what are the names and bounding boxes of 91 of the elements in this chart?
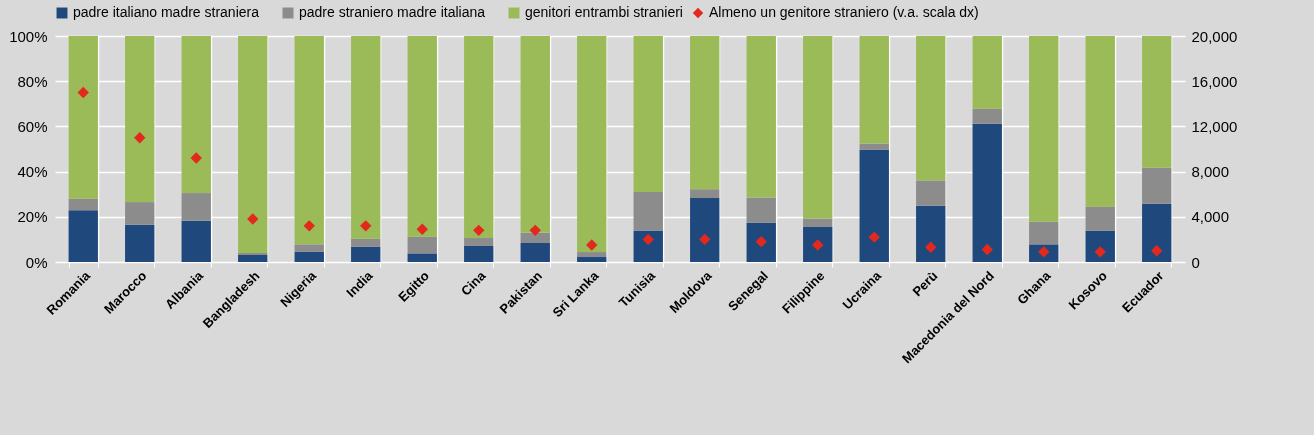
bar (577, 252, 607, 258)
point (529, 224, 541, 237)
bar (577, 36, 607, 253)
bar (916, 36, 946, 181)
bar (1085, 206, 1115, 231)
bar (916, 180, 946, 206)
bar (1142, 167, 1172, 204)
point (925, 241, 937, 254)
bar (633, 230, 663, 262)
bar (520, 36, 550, 233)
y-tick-label: 80% (17, 72, 48, 90)
bar (407, 236, 437, 254)
bar (972, 123, 1002, 262)
bar (238, 254, 268, 262)
bar (407, 253, 437, 262)
point (134, 132, 146, 144)
point (586, 239, 598, 251)
bar (577, 257, 607, 262)
bar (68, 210, 98, 262)
bar (803, 36, 833, 219)
legend-label: genitori entrambi stranieri (525, 4, 683, 20)
point (303, 220, 315, 232)
y2-tick-label: 20,000 (1191, 27, 1238, 45)
bar (125, 202, 155, 225)
y-tick-label: 100% (9, 27, 48, 45)
bar (746, 36, 776, 198)
point (981, 243, 993, 256)
bar (294, 251, 324, 262)
bar (1142, 203, 1172, 262)
bar (972, 36, 1002, 109)
bar (238, 36, 268, 253)
bar (1085, 36, 1115, 207)
y2-tick-label: 0 (1191, 253, 1200, 271)
bar (746, 222, 776, 262)
bar (1029, 36, 1059, 222)
y2-tick-label: 16,000 (1191, 72, 1238, 90)
point (1151, 245, 1163, 257)
x-tick-label: Cina (457, 267, 489, 299)
bar (181, 193, 211, 221)
bar (1085, 230, 1115, 262)
bar (294, 36, 324, 245)
bar (125, 224, 155, 262)
y-tick-label: 20% (17, 208, 48, 226)
legend-label: padre italiano madre straniera (73, 4, 260, 20)
bar (351, 246, 381, 262)
bar (803, 226, 833, 262)
y-tick-label: 0% (25, 253, 48, 271)
bar (238, 252, 268, 255)
bar (464, 36, 494, 239)
bar (520, 243, 550, 262)
bar (746, 197, 776, 223)
bar (68, 36, 98, 199)
point (360, 220, 372, 232)
bar (181, 36, 211, 194)
bar (351, 238, 381, 247)
y2-tick-label: 8,000 (1191, 163, 1230, 181)
bar (859, 149, 889, 262)
bar (181, 220, 211, 262)
bar (68, 198, 98, 211)
point (699, 233, 711, 246)
bar (125, 36, 155, 203)
bar (520, 232, 550, 244)
bar (859, 143, 889, 150)
bar (1029, 221, 1059, 245)
y-tick-label: 60% (17, 117, 48, 135)
bar (633, 36, 663, 192)
legend-label: padre straniero madre italiana (299, 4, 486, 20)
point (473, 224, 485, 237)
bar (916, 205, 946, 262)
y2-tick-label: 12,000 (1191, 117, 1238, 135)
bar (690, 198, 720, 262)
point (77, 86, 89, 99)
bar (803, 218, 833, 227)
bar (690, 189, 720, 199)
bar (972, 108, 1002, 124)
point (868, 231, 880, 243)
y2-tick-label: 4,000 (1191, 208, 1230, 226)
bar (351, 36, 381, 239)
point (247, 213, 259, 225)
bar (464, 245, 494, 262)
bar (859, 36, 889, 144)
legend-label: Almeno un genitore straniero (v.a. scala dx) (709, 4, 979, 20)
bar (1142, 36, 1172, 168)
point (416, 223, 428, 235)
y-tick-label: 40% (17, 163, 48, 181)
bar (407, 36, 437, 237)
bar (690, 36, 720, 190)
bar (633, 191, 663, 231)
bar (294, 244, 324, 252)
bar (464, 238, 494, 246)
point (190, 152, 202, 164)
